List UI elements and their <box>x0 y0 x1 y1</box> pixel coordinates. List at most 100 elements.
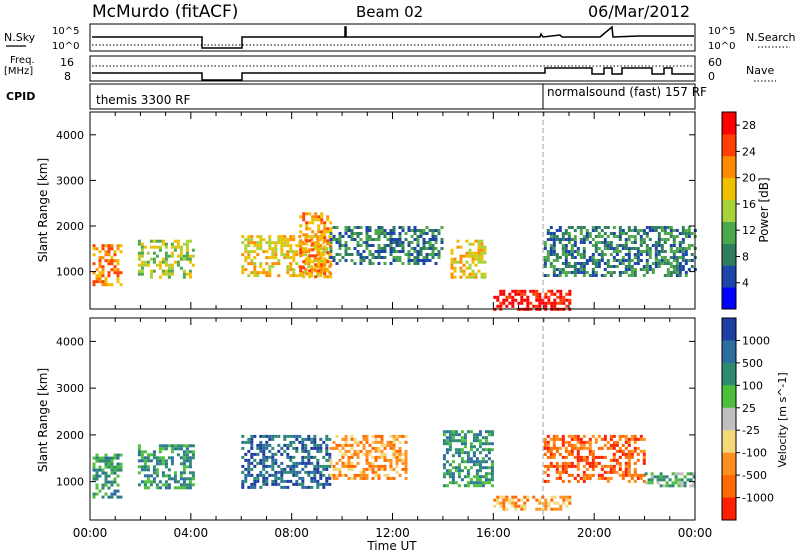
power-echo-cell <box>253 265 257 269</box>
velocity-echo-cell <box>538 507 542 511</box>
velocity-echo-cell <box>532 495 536 499</box>
power-echo-cell <box>268 241 272 245</box>
power-echo-cell <box>642 274 646 277</box>
power-echo-cell <box>675 262 679 265</box>
power-echo-cell <box>289 274 293 278</box>
power-echo-cell <box>338 244 342 247</box>
velocity-echo-cell <box>289 479 293 483</box>
power-echo-cell <box>119 250 123 254</box>
velocity-echo-cell <box>511 504 515 508</box>
power-echo-cell <box>582 226 586 229</box>
velocity-echo-cell <box>161 483 165 487</box>
power-echo-cell <box>286 268 290 272</box>
power-echo-cell <box>167 275 171 279</box>
velocity-echo-cell <box>259 434 263 438</box>
power-echo-cell <box>612 232 616 235</box>
power-echo-cell <box>654 244 658 247</box>
velocity-echo-cell <box>113 465 117 469</box>
power-echo-cell <box>547 298 551 302</box>
velocity-echo-cell <box>329 458 333 462</box>
velocity-echo-cell <box>107 465 111 469</box>
power-echo-cell <box>371 256 375 259</box>
velocity-echo-cell <box>301 482 305 486</box>
velocity-colorbar-swatch <box>722 430 736 454</box>
velocity-echo-cell <box>155 462 159 466</box>
velocity-echo-cell <box>612 452 616 456</box>
power-echo-cell <box>323 269 327 273</box>
power-echo-cell <box>113 259 117 263</box>
velocity-echo-cell <box>241 485 245 489</box>
velocity-echo-cell <box>274 482 278 486</box>
velocity-echo-cell <box>325 458 329 462</box>
velocity-echo-cell <box>472 475 476 479</box>
velocity-echo-cell <box>606 470 610 474</box>
power-echo-cell <box>274 256 278 260</box>
velocity-echo-cell <box>389 458 393 462</box>
velocity-echo-cell <box>636 458 640 462</box>
power-echo-cell <box>624 271 628 274</box>
velocity-echo-cell <box>558 476 562 480</box>
power-echo-cell <box>170 269 174 273</box>
velocity-echo-cell <box>344 449 348 453</box>
power-echo-cell <box>684 235 688 238</box>
velocity-echo-cell <box>365 452 369 456</box>
power-echo-cell <box>437 256 441 259</box>
velocity-echo-cell <box>576 461 580 465</box>
power-echo-cell <box>690 232 694 235</box>
power-echo-cell <box>335 253 339 256</box>
power-echo-cell <box>107 262 111 266</box>
velocity-echo-cell <box>555 434 559 438</box>
power-echo-cell <box>422 262 426 265</box>
power-colorbar-label: Power [dB] <box>757 177 771 242</box>
power-echo-cell <box>553 304 557 308</box>
power-echo-cell <box>568 301 572 305</box>
velocity-echo-cell <box>490 478 494 482</box>
power-echo-cell <box>182 242 186 246</box>
power-colorbar-swatch <box>722 221 736 244</box>
nsky-label: N.Sky <box>4 31 36 44</box>
power-echo-cell <box>365 226 369 229</box>
velocity-echo-cell <box>475 457 479 461</box>
velocity-echo-cell <box>469 445 473 449</box>
velocity-echo-cell <box>116 462 120 466</box>
power-echo-region <box>493 289 572 311</box>
power-echo-cell <box>161 239 165 243</box>
velocity-echo-cell <box>329 461 333 465</box>
power-echo-cell <box>594 259 598 262</box>
power-echo-cell <box>319 271 323 275</box>
power-echo-cell <box>687 235 691 238</box>
velocity-echo-cell <box>182 483 186 487</box>
velocity-echo-cell <box>647 481 651 485</box>
velocity-echo-cell <box>164 447 168 451</box>
power-ytick-label: 2000 <box>56 220 84 233</box>
velocity-echo-cell <box>176 480 180 484</box>
power-echo-cell <box>603 247 607 250</box>
power-echo-cell <box>323 263 327 267</box>
velocity-echo-cell <box>95 468 99 472</box>
power-echo-cell <box>380 250 384 253</box>
power-echo-cell <box>648 247 652 250</box>
power-echo-cell <box>383 262 387 265</box>
velocity-echo-cell <box>301 437 305 441</box>
power-echo-cell <box>663 259 667 262</box>
velocity-echo-cell <box>582 446 586 450</box>
power-echo-cell <box>556 295 560 299</box>
velocity-echo-cell <box>442 463 446 467</box>
velocity-echo-cell <box>448 448 452 452</box>
velocity-echo-cell <box>451 433 455 437</box>
power-echo-cell <box>164 242 168 246</box>
power-echo-cell <box>618 238 622 241</box>
velocity-echo-cell <box>185 444 189 448</box>
velocity-echo-cell <box>565 498 569 502</box>
power-echo-cell <box>92 262 96 266</box>
velocity-echo-cell <box>475 436 479 440</box>
power-echo-cell <box>657 265 661 268</box>
velocity-echo-cell <box>469 442 473 446</box>
velocity-echo-cell <box>487 451 491 455</box>
power-echo-cell <box>314 242 318 246</box>
velocity-echo-cell <box>371 434 375 438</box>
power-echo-cell <box>98 265 102 269</box>
velocity-echo-cell <box>636 452 640 456</box>
velocity-echo-cell <box>463 451 467 455</box>
power-echo-cell <box>244 259 248 263</box>
